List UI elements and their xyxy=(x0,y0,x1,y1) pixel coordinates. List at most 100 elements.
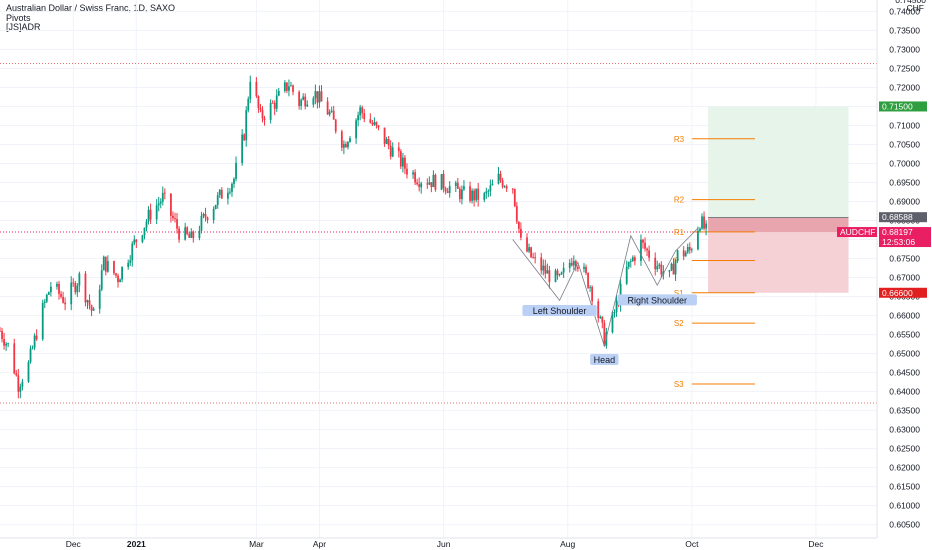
pivot-label-s3: S3 xyxy=(674,380,684,389)
time-tick: Dec xyxy=(66,539,82,549)
candle-down xyxy=(456,182,459,189)
annotation-label: Left Shoulder xyxy=(533,306,587,316)
pivot-label-p: P xyxy=(674,256,679,265)
candle-down xyxy=(444,188,447,192)
candle-down xyxy=(517,221,520,229)
candle-up xyxy=(599,316,602,319)
candle-up xyxy=(583,266,585,269)
candle-up xyxy=(330,110,333,112)
candle-up xyxy=(503,186,506,188)
candle-down xyxy=(591,286,594,302)
candle-up xyxy=(45,294,48,302)
indicator-pivots-label[interactable]: Pivots xyxy=(6,13,31,23)
candle-down xyxy=(170,193,172,216)
price-tag-prev xyxy=(879,212,927,223)
candle-down xyxy=(172,215,174,219)
candle-up xyxy=(47,292,50,295)
candle-up xyxy=(560,272,563,275)
price-tick: 0.69500 xyxy=(889,178,920,188)
candle-up xyxy=(640,239,642,261)
candle-down xyxy=(259,108,262,110)
current-price-tag xyxy=(879,227,931,248)
candle-down xyxy=(458,188,461,200)
candle-down xyxy=(320,91,323,102)
candle-up xyxy=(216,195,219,205)
candle-down xyxy=(469,186,471,201)
candle-down xyxy=(660,264,663,275)
candle-up xyxy=(56,283,58,287)
candle-up xyxy=(159,201,162,204)
price-tick: 0.72000 xyxy=(889,82,920,92)
candle-up xyxy=(391,147,394,157)
indicator-adr-label[interactable]: [JS]ADR xyxy=(6,22,41,32)
annotation-label: Right Shoulder xyxy=(627,295,687,305)
candle-up xyxy=(241,134,244,163)
pivot-label-r2: R2 xyxy=(674,196,685,205)
candle-up xyxy=(98,289,101,309)
candle-down xyxy=(585,266,587,274)
candle-up xyxy=(200,215,203,231)
candle-down xyxy=(646,248,648,251)
pivot-levels: R3 R2 R1 P S1 S2 S3 xyxy=(674,135,755,389)
price-tick: 0.72500 xyxy=(889,63,920,73)
candle-down xyxy=(430,182,433,188)
candle-down xyxy=(304,96,307,107)
candle-up xyxy=(131,243,134,261)
price-tick: 0.61000 xyxy=(889,501,920,511)
candle-down xyxy=(188,233,191,238)
candle-down xyxy=(117,275,119,283)
candle-down xyxy=(703,216,705,229)
candle-down xyxy=(688,247,691,251)
candle-up xyxy=(483,193,486,200)
pattern-annotations[interactable]: Left Shoulder Head Right Shoulder xyxy=(522,294,697,366)
candle-up xyxy=(306,104,309,107)
candle-up xyxy=(226,192,229,199)
candle-up xyxy=(705,223,707,229)
candle-up xyxy=(19,386,22,392)
candle-down xyxy=(404,157,406,169)
head-and-shoulders-pattern[interactable] xyxy=(512,227,699,348)
time-axis[interactable]: Dec 2021 Mar Apr Jun Aug Oct Dec xyxy=(0,537,877,549)
annotation-box xyxy=(617,294,697,306)
candle-up xyxy=(656,266,659,270)
candle-down xyxy=(298,91,301,106)
candle-down xyxy=(243,134,246,141)
candle-up xyxy=(629,260,632,262)
long-position-tool[interactable] xyxy=(708,106,849,293)
candle-up xyxy=(214,204,217,210)
price-tick: 0.70500 xyxy=(889,139,920,149)
price-tick: 0.61500 xyxy=(889,482,920,492)
candle-up xyxy=(440,173,443,190)
price-tick: 0.63500 xyxy=(889,406,920,416)
candle-down xyxy=(263,118,266,120)
candle-down xyxy=(414,172,416,183)
candle-up xyxy=(229,191,231,193)
candle-up xyxy=(542,265,545,271)
candle-down xyxy=(383,127,386,144)
candle-down xyxy=(574,261,577,268)
candle-down xyxy=(601,316,604,323)
candle-up xyxy=(155,205,158,220)
candle-down xyxy=(257,96,260,109)
price-tag-value-stop: 0.66600 xyxy=(882,288,913,298)
price-tag-stop xyxy=(879,287,927,298)
candle-down xyxy=(530,247,532,258)
price-tick: 0.62500 xyxy=(889,444,920,454)
candle-up xyxy=(328,111,331,115)
candle-down xyxy=(363,113,366,120)
candle-down xyxy=(526,237,528,252)
candle-up xyxy=(448,185,451,193)
candle-up xyxy=(29,348,32,363)
candle-down xyxy=(60,293,62,297)
price-tag-target xyxy=(879,101,927,112)
candle-down xyxy=(104,256,107,272)
candle-up xyxy=(471,190,473,201)
price-tag-value-target: 0.71500 xyxy=(882,101,913,111)
candle-down xyxy=(271,102,274,104)
pivot-label-s2: S2 xyxy=(674,319,684,328)
candle-up xyxy=(302,96,305,100)
annotation-box xyxy=(590,354,619,366)
